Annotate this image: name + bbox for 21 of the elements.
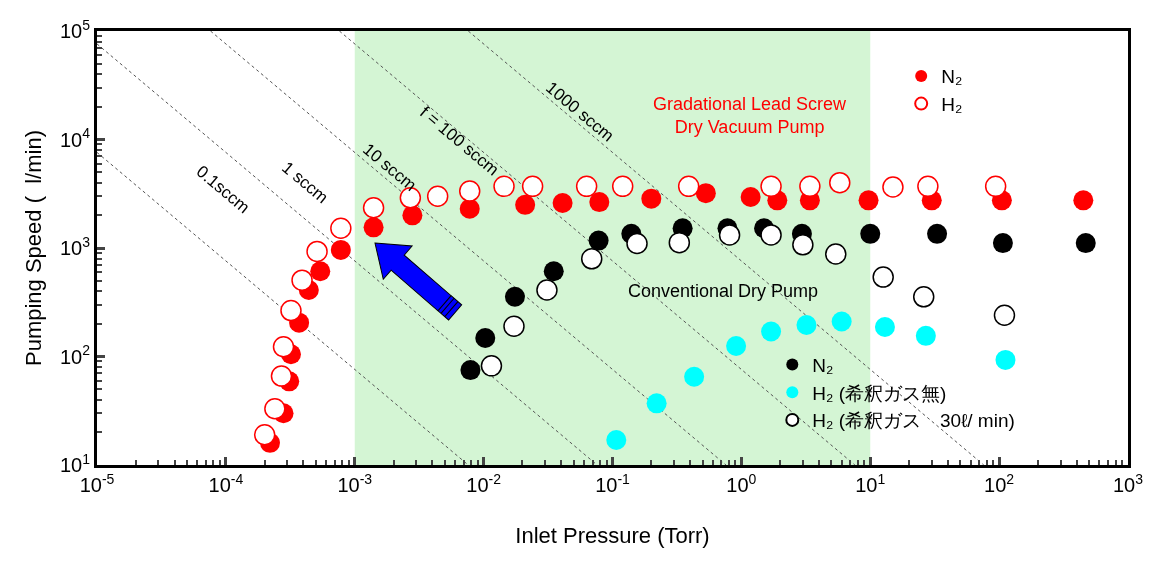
y-tick-label: 10$^{3}$ — [59, 233, 91, 259]
y-tick-label: 10$^{2}$ — [59, 342, 91, 368]
x-tick-label: 10$^{-3}$ — [337, 470, 373, 496]
x-tick-label: 10$^{2}$ — [984, 470, 1015, 496]
x-tick-label: 10$^{-1}$ — [595, 470, 631, 496]
x-axis-title: Inlet Pressure (Torr) — [515, 523, 710, 548]
annotation: Conventional Dry Pump — [628, 281, 819, 301]
legend-label: N₂ — [812, 354, 834, 376]
y-axis-title: Pumping Speed ( l/min) — [21, 130, 46, 366]
y-tick-label: 10$^{5}$ — [59, 16, 91, 42]
annotation: Gradational Lead Screw Dry Vacuum Pump — [653, 94, 848, 138]
legend-label: H₂ — [941, 94, 963, 115]
x-tick-label: 10$^{0}$ — [726, 470, 757, 496]
legend-label: N₂ — [941, 66, 963, 88]
x-tick-label: 10$^{-2}$ — [466, 470, 502, 496]
x-tick-label: 10$^{-4}$ — [208, 470, 244, 496]
legend-label: H₂ (希釈ガス 30ℓ/ min) — [812, 410, 1015, 432]
x-tick-label: 10$^{1}$ — [855, 470, 886, 496]
legend-label: H₂ (希釈ガス無) — [812, 382, 947, 404]
y-tick-label: 10$^{4}$ — [59, 125, 91, 151]
x-tick-label: 10$^{3}$ — [1112, 470, 1144, 496]
